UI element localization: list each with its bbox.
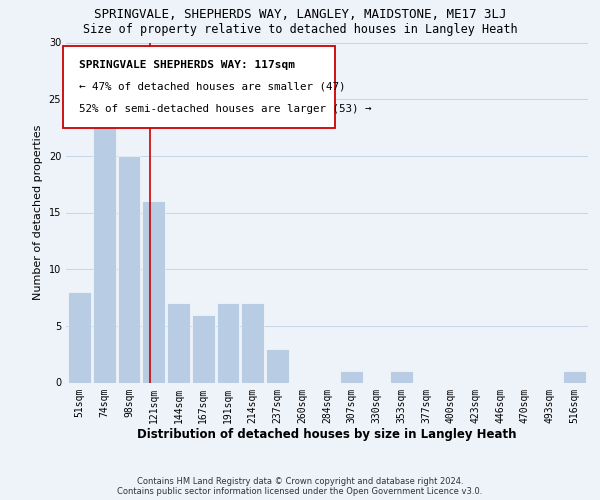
Text: Contains public sector information licensed under the Open Government Licence v3: Contains public sector information licen… — [118, 487, 482, 496]
Text: SPRINGVALE, SHEPHERDS WAY, LANGLEY, MAIDSTONE, ME17 3LJ: SPRINGVALE, SHEPHERDS WAY, LANGLEY, MAID… — [94, 8, 506, 20]
Text: ← 47% of detached houses are smaller (47): ← 47% of detached houses are smaller (47… — [79, 82, 346, 92]
Text: SPRINGVALE SHEPHERDS WAY: 117sqm: SPRINGVALE SHEPHERDS WAY: 117sqm — [79, 60, 295, 70]
Bar — [192, 314, 215, 382]
Bar — [142, 201, 165, 382]
Text: Size of property relative to detached houses in Langley Heath: Size of property relative to detached ho… — [83, 22, 517, 36]
Bar — [266, 348, 289, 382]
Text: Contains HM Land Registry data © Crown copyright and database right 2024.: Contains HM Land Registry data © Crown c… — [137, 477, 463, 486]
X-axis label: Distribution of detached houses by size in Langley Heath: Distribution of detached houses by size … — [137, 428, 517, 441]
Bar — [93, 99, 116, 382]
Text: 52% of semi-detached houses are larger (53) →: 52% of semi-detached houses are larger (… — [79, 104, 371, 114]
Bar — [167, 303, 190, 382]
Y-axis label: Number of detached properties: Number of detached properties — [33, 125, 43, 300]
Bar — [241, 303, 264, 382]
Bar — [68, 292, 91, 382]
Bar — [118, 156, 140, 382]
Bar — [340, 371, 363, 382]
Bar — [563, 371, 586, 382]
Bar — [390, 371, 413, 382]
Bar — [217, 303, 239, 382]
FancyBboxPatch shape — [64, 46, 335, 128]
